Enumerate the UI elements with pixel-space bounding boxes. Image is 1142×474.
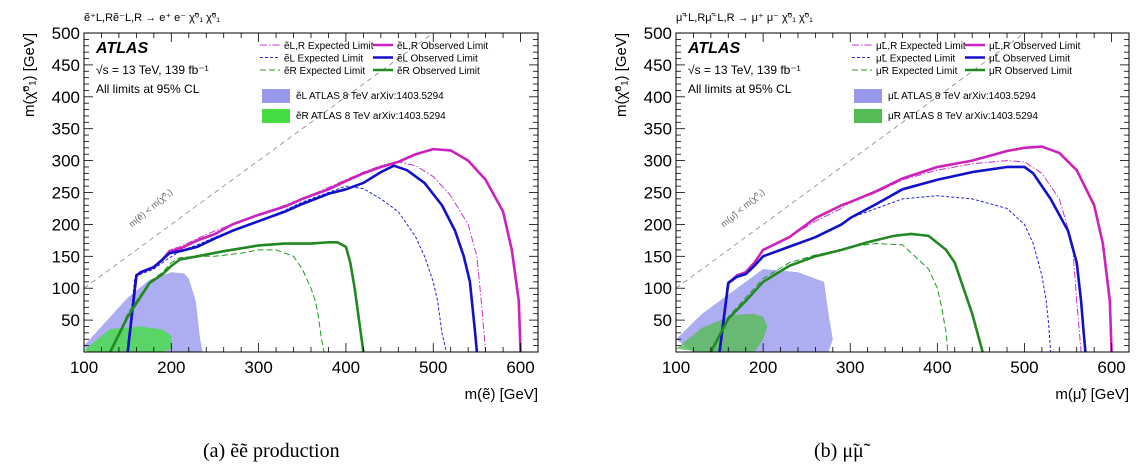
panel-electron: 100 200 300 400 500 600 50 100 150 200 250 300 350 40… (21, 12, 539, 403)
x-tick-label: 300 (836, 358, 864, 377)
y-tick-label: 450 (644, 56, 672, 75)
legend-region-swatch (262, 89, 290, 103)
experiment-label: ATLAS (687, 40, 740, 57)
legend-region-swatch (854, 89, 882, 103)
legend-label: μ̃L,R Expected Limit (876, 41, 966, 52)
y-tick-label: 450 (52, 56, 80, 75)
energy-lumi-label: √s = 13 TeV, 139 fb⁻¹ (688, 63, 801, 77)
legend-label: ẽL,R Expected Limit (284, 41, 374, 52)
series-line-0 (127, 161, 487, 352)
y-tick-label: 150 (644, 247, 672, 266)
legend-label: ẽR Observed Limit (397, 66, 480, 77)
caption-electron: (a) ẽẽ production (203, 440, 340, 462)
legend-region-label: μ̃R ATLAS 8 TeV arXiv:1403.5294 (888, 111, 1038, 122)
y-tick-label: 50 (653, 311, 672, 330)
energy-lumi-label: √s = 13 TeV, 139 fb⁻¹ (96, 63, 209, 77)
diagonal-line (84, 33, 434, 289)
plot-content (676, 33, 1113, 352)
y-tick-label: 350 (52, 120, 80, 139)
y-tick-label: 400 (52, 88, 80, 107)
plot-content (84, 33, 522, 352)
y-tick-label: 150 (52, 247, 80, 266)
y-tick-label: 200 (644, 215, 672, 234)
legend-region-swatch (262, 109, 290, 123)
process-title: ẽ⁺L,Rẽ⁻L,R → e⁺ e⁻ χ̃⁰₁ χ̃⁰₁ (84, 12, 220, 24)
excluded-region-1 (84, 326, 172, 352)
cl-note: All limits at 95% CL (96, 82, 200, 96)
experiment-label: ATLAS (95, 40, 148, 57)
legend-label: μ̃R Expected Limit (876, 66, 958, 77)
y-tick-label: 250 (644, 184, 672, 203)
y-tick-label: 500 (644, 24, 672, 43)
y-tick-label: 500 (52, 24, 80, 43)
x-tick-label: 400 (923, 358, 951, 377)
caption-muon: (b) μ̃μ̃ (814, 440, 864, 462)
y-axis-title: m(χ̃⁰₁) [GeV] (21, 33, 38, 117)
y-tick-label: 250 (52, 184, 80, 203)
x-tick-label: 500 (1010, 358, 1038, 377)
x-tick-label: 600 (1097, 358, 1125, 377)
x-tick-label: 200 (157, 358, 185, 377)
y-tick-label: 400 (644, 88, 672, 107)
cl-note: All limits at 95% CL (688, 82, 792, 96)
legend-label: ẽL,R Observed Limit (397, 41, 488, 52)
y-axis-title: m(χ̃⁰₁) [GeV] (613, 33, 630, 117)
y-tick-label: 350 (644, 120, 672, 139)
y-tick-label: 100 (644, 279, 672, 298)
legend-region-label: ẽR ATLAS 8 TeV arXiv:1403.5294 (296, 111, 446, 122)
x-tick-label: 400 (332, 358, 360, 377)
x-axis-title: m(μ̃) [GeV] (1055, 386, 1129, 403)
series-line-5 (109, 240, 365, 352)
x-tick-label: 300 (244, 358, 272, 377)
x-axis-title: m(ẽ) [GeV] (465, 386, 538, 403)
series-line-4 (109, 249, 325, 352)
series-line-2 (127, 185, 447, 352)
y-tick-label: 200 (52, 215, 80, 234)
series-line-3 (718, 165, 1087, 352)
legend-region-swatch (854, 109, 882, 123)
legend-region-label: μ̃L ATLAS 8 TeV arXiv:1403.5294 (888, 91, 1036, 102)
panel-muon: 100 200 300 400 500 600 50 100 150 200 250 300 350 40… (613, 12, 1130, 403)
y-tick-label: 100 (52, 279, 80, 298)
series-line-5 (709, 232, 984, 352)
y-tick-label: 300 (644, 152, 672, 171)
process-title: μ̃⁺L,Rμ̃⁻L,R → μ⁺ μ⁻ χ̃⁰₁ χ̃⁰₁ (676, 12, 813, 24)
legend-label: ẽR Expected Limit (284, 66, 365, 77)
legend-label: ẽL Expected Limit (284, 54, 363, 65)
x-tick-label: 200 (749, 358, 777, 377)
x-tick-label: 100 (662, 358, 690, 377)
legend-label: μ̃L,R Observed Limit (989, 41, 1081, 52)
legend-label: μ̃R Observed Limit (989, 66, 1072, 77)
legend-region-label: ẽL ATLAS 8 TeV arXiv:1403.5294 (296, 91, 444, 102)
legend-label: ẽL Observed Limit (397, 54, 478, 65)
x-tick-label: 500 (419, 358, 447, 377)
legend-label: μ̃L Observed Limit (989, 54, 1070, 65)
series-line-1 (718, 145, 1113, 352)
x-tick-label: 600 (506, 358, 534, 377)
x-tick-label: 100 (70, 358, 98, 377)
y-tick-label: 50 (61, 311, 80, 330)
y-tick-label: 300 (52, 152, 80, 171)
series-line-3 (126, 164, 479, 352)
legend-label: μ̃L Expected Limit (876, 54, 956, 65)
